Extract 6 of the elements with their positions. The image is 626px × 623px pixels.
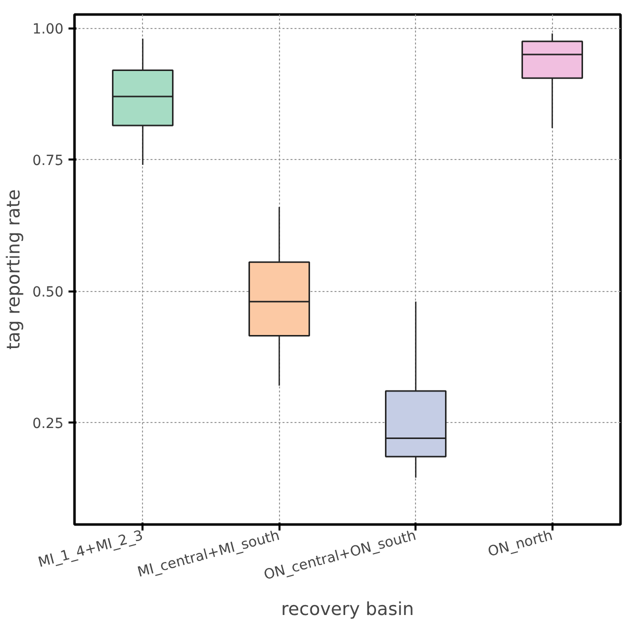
y-tick-label: 0.25 bbox=[32, 416, 64, 432]
y-axis-title: tag reporting rate bbox=[3, 189, 24, 350]
y-tick-label: 1.00 bbox=[32, 22, 64, 38]
x-axis-title: recovery basin bbox=[281, 599, 414, 620]
y-tick-label: 0.75 bbox=[32, 153, 64, 170]
y-tick-label: 0.50 bbox=[32, 284, 64, 301]
